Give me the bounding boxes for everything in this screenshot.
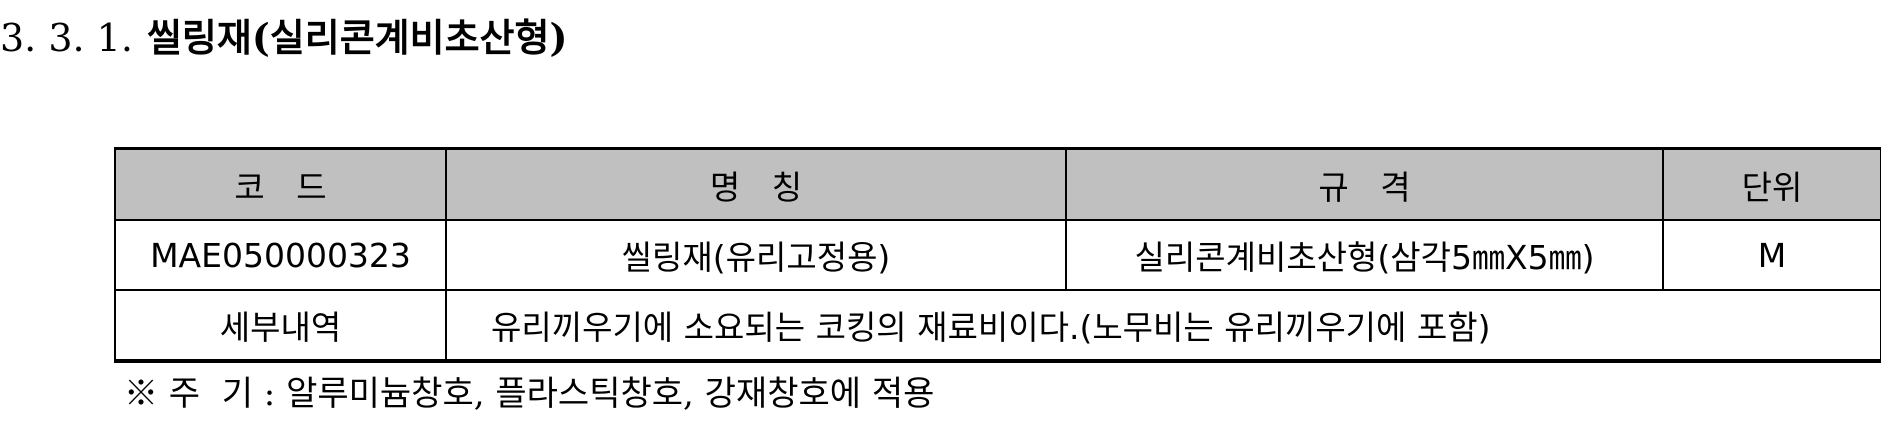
cell-unit: M [1662,219,1881,291]
footnote-prefix: ※ 주 기 : [124,374,276,414]
table-row: MAE050000323 씰링재(유리고정용) 실리콘계비초산형(삼각5㎜X5㎜… [114,219,1881,291]
table-detail-row: 세부내역 유리끼우기에 소요되는 코킹의 재료비이다.(노무비는 유리끼우기에 … [114,289,1881,363]
footnote: ※ 주 기 : 알루미늄창호, 플라스틱창호, 강재창호에 적용 [124,366,934,422]
header-code: 코 드 [114,147,447,221]
detail-text: 유리끼우기에 소요되는 코킹의 재료비이다.(노무비는 유리끼우기에 포함) [445,289,1881,363]
spec-table: 코 드 명 칭 규 격 단위 MAE050000323 씰링재(유리고정용) 실… [114,147,1881,363]
header-spec: 규 격 [1065,147,1664,221]
header-unit: 단위 [1662,147,1881,221]
section-title: 씰링재(실리콘계비초산형) [146,15,568,60]
section-number: 3. 3. 1. [0,16,133,60]
cell-name: 씰링재(유리고정용) [445,219,1067,291]
footnote-text: 알루미늄창호, 플라스틱창호, 강재창호에 적용 [286,374,935,414]
cell-spec: 실리콘계비초산형(삼각5㎜X5㎜) [1065,219,1664,291]
table-header-row: 코 드 명 칭 규 격 단위 [114,147,1881,221]
cell-code: MAE050000323 [114,219,447,291]
detail-label: 세부내역 [114,289,447,363]
section-heading: 3. 3. 1. 씰링재(실리콘계비초산형) [0,6,567,70]
header-name: 명 칭 [445,147,1067,221]
